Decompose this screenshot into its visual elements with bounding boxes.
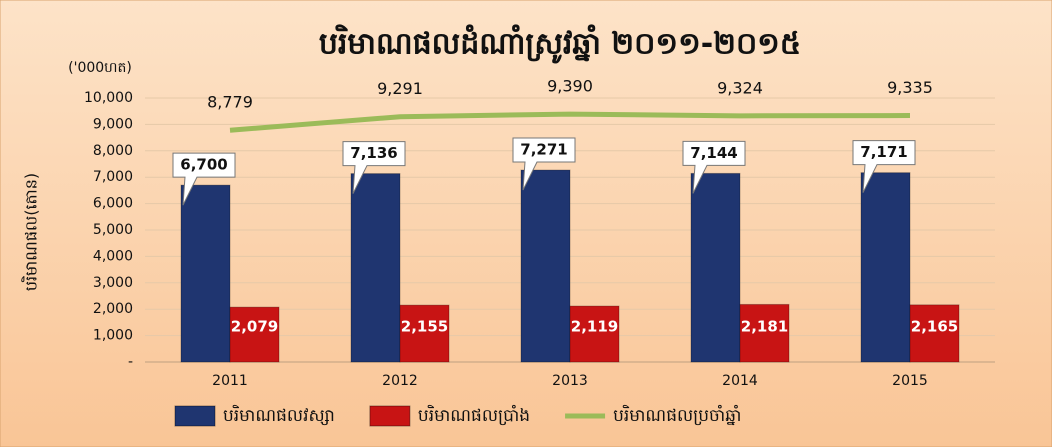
y-tick-label: - xyxy=(128,354,133,370)
data-label: 2,165 xyxy=(911,318,958,336)
y-tick-label: 5,000 xyxy=(93,222,133,238)
y-tick-label: 7,000 xyxy=(93,169,133,185)
data-label: 2,119 xyxy=(571,318,618,336)
y-tick-label: 10,000 xyxy=(84,90,133,106)
data-label: 7,136 xyxy=(350,144,397,162)
data-label: 7,171 xyxy=(860,143,907,161)
callout xyxy=(512,137,576,191)
bar xyxy=(350,173,401,363)
y-tick-label: 8,000 xyxy=(93,143,133,159)
legend-label: បរិមាណផលប្រាំង xyxy=(418,404,530,426)
data-label: 2,155 xyxy=(401,318,448,336)
legend-swatch xyxy=(174,405,216,427)
data-label: 9,335 xyxy=(887,78,933,97)
x-tick-label: 2014 xyxy=(722,373,758,389)
bar xyxy=(690,172,741,363)
legend-swatch xyxy=(369,405,411,427)
bar xyxy=(399,304,450,363)
bar xyxy=(569,305,620,363)
data-label: 7,271 xyxy=(520,141,567,159)
bar xyxy=(229,306,280,363)
y-tick-label: 2,000 xyxy=(93,301,133,317)
bar xyxy=(739,303,790,363)
legend-label: បរិមាណផលវស្សា xyxy=(223,404,335,426)
y-tick-label: 6,000 xyxy=(93,196,133,212)
data-label: 9,324 xyxy=(717,78,763,97)
callout xyxy=(172,152,236,206)
data-label: 9,291 xyxy=(377,79,423,98)
bar xyxy=(520,169,571,363)
x-tick-label: 2013 xyxy=(552,373,588,389)
bar xyxy=(909,304,960,363)
legend-label: បរិមាណផលប្រចាំឆ្នាំ xyxy=(613,404,741,426)
bar xyxy=(180,184,231,363)
data-label: 9,390 xyxy=(547,77,593,96)
y-tick-label: 3,000 xyxy=(93,275,133,291)
data-label: 7,144 xyxy=(690,144,737,162)
chart-title: បរិមាណផលដំណាំស្រូវឆ្នាំ ២០១១-២០១៥ xyxy=(319,24,801,65)
callout xyxy=(342,141,406,194)
x-tick-label: 2012 xyxy=(382,373,418,389)
data-label: 6,700 xyxy=(180,156,227,174)
callout xyxy=(682,140,746,194)
data-label: 2,079 xyxy=(231,318,278,336)
data-label: 2,181 xyxy=(741,318,788,336)
bar xyxy=(860,172,911,363)
unit-label: ('000ហត) xyxy=(68,60,132,76)
line xyxy=(229,111,911,133)
callout xyxy=(852,140,916,193)
y-axis-label: បរិមាណផល(តោន) xyxy=(21,173,41,291)
data-label: 8,779 xyxy=(207,93,253,112)
x-tick-label: 2011 xyxy=(212,373,248,389)
y-tick-label: 4,000 xyxy=(93,248,133,264)
x-tick-label: 2015 xyxy=(892,373,928,389)
y-tick-label: 1,000 xyxy=(93,328,133,344)
y-tick-label: 9,000 xyxy=(93,116,133,132)
